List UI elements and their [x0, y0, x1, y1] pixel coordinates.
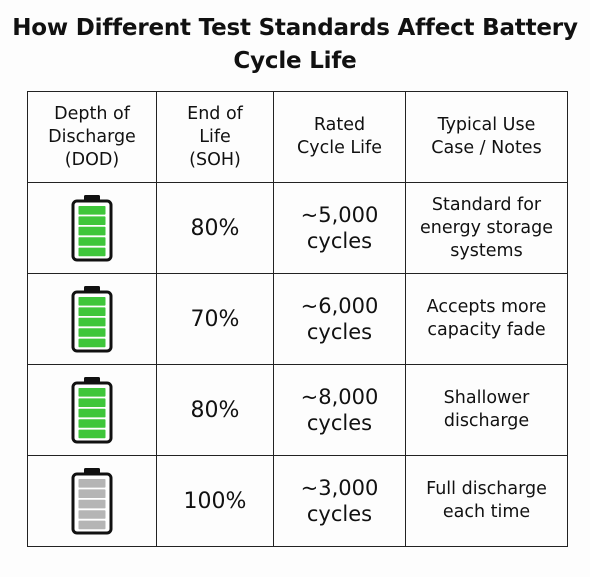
notes-cell: Full discharge each time [405, 455, 568, 547]
header-typical-use-case: Typical Use Case / Notes [405, 91, 568, 183]
cycle-life-cell: ~8,000 cycles [273, 364, 406, 456]
header-rated-cycle-life: Rated Cycle Life [273, 91, 406, 183]
end-of-life-cell: 80% [156, 182, 274, 274]
dod-cell [27, 273, 157, 365]
end-of-life-cell: 70% [156, 273, 274, 365]
cycle-life-cell: ~5,000 cycles [273, 182, 406, 274]
table-row: 100% ~3,000 cycles Full discharge each tim… [27, 455, 568, 547]
battery-full-gray-icon [71, 468, 113, 535]
table-header-row: Depth of Discharge (DOD) End of Life (SO… [27, 91, 568, 183]
cycle-life-cell: ~6,000 cycles [273, 273, 406, 365]
cycle-life-cell: ~3,000 cycles [273, 455, 406, 547]
page-title: How Different Test Standards Affect Batt… [12, 15, 578, 74]
end-of-life-cell: 100% [156, 455, 274, 547]
battery-full-green-icon [71, 286, 113, 353]
battery-full-green-icon [71, 195, 113, 262]
notes-cell: Accepts more capacity fade [405, 273, 568, 365]
dod-cell [27, 364, 157, 456]
table-row: 80% ~8,000 cycles Shallower discharge [27, 364, 568, 456]
battery-full-green-icon [71, 377, 113, 444]
dod-cell [27, 455, 157, 547]
table-row: 80% ~5,000 cycles Standard for energy stor… [27, 182, 568, 274]
table-row: 70% ~6,000 cycles Accepts more capacity fa… [27, 273, 568, 365]
header-depth-of-discharge: Depth of Discharge (DOD) [27, 91, 157, 183]
header-end-of-life: End of Life (SOH) [156, 91, 274, 183]
battery-standards-table: Depth of Discharge (DOD) End of Life (SO… [27, 91, 568, 547]
end-of-life-cell: 80% [156, 364, 274, 456]
notes-cell: Shallower discharge [405, 364, 568, 456]
dod-cell [27, 182, 157, 274]
notes-cell: Standard for energy storage systems [405, 182, 568, 274]
